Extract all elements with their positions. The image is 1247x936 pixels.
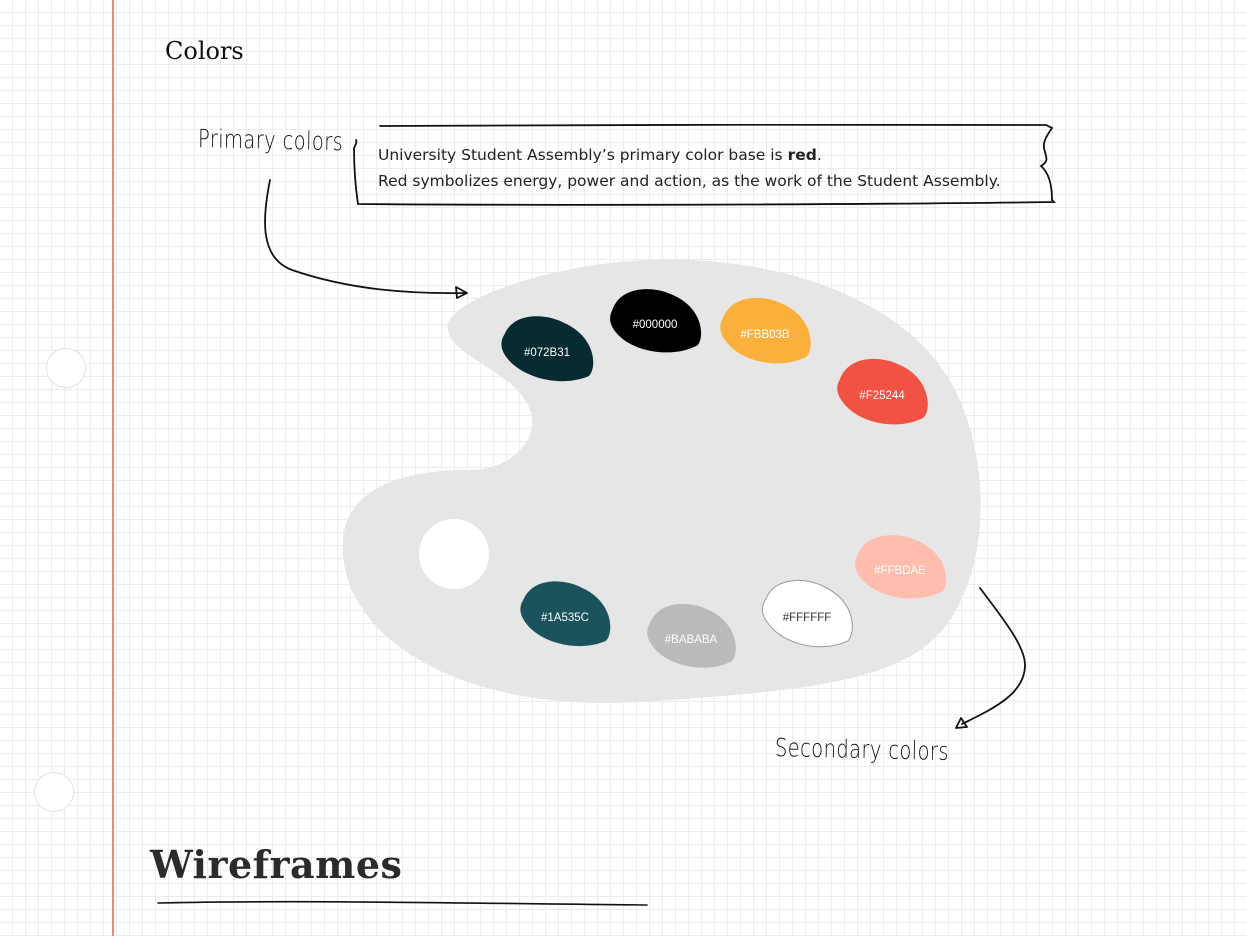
binder-hole xyxy=(46,348,86,388)
wireframes-underline xyxy=(157,900,648,906)
note-text: University Student Assembly’s primary co… xyxy=(378,142,1001,194)
swatch-blob xyxy=(610,289,702,353)
swatch-hex-label: #FFFFFF xyxy=(783,612,832,624)
swatch-blob xyxy=(647,603,736,668)
note-line-2: Red symbolizes energy, power and action,… xyxy=(378,172,1001,190)
palette-thumb-hole xyxy=(419,519,489,589)
secondary-colors-label: Secondary colors xyxy=(774,733,950,766)
swatch-hex-label: #072B31 xyxy=(524,347,570,359)
primary-arrowhead-icon xyxy=(455,286,468,299)
swatch-hex-label: #000000 xyxy=(633,319,678,331)
notebook-margin-line xyxy=(112,0,114,936)
color-swatch xyxy=(647,603,736,668)
secondary-arrow xyxy=(961,587,1026,725)
swatch-blob xyxy=(720,297,811,364)
binder-hole xyxy=(34,772,74,812)
note-line-1: University Student Assembly’s primary co… xyxy=(378,142,1001,168)
swatch-blob xyxy=(501,316,594,382)
note-line-1-text: University Student Assembly’s primary co… xyxy=(378,146,788,164)
swatch-blob xyxy=(520,581,611,647)
color-swatch xyxy=(761,579,853,648)
swatch-hex-label: #1A535C xyxy=(541,612,589,624)
color-swatch xyxy=(610,289,702,353)
swatch-hex-label: #F25244 xyxy=(859,390,905,402)
primary-arrow xyxy=(264,179,467,295)
note-box-frame xyxy=(353,124,1057,206)
swatch-blob xyxy=(855,535,947,599)
swatch-hex-label: #FBB03B xyxy=(740,329,790,341)
note-highlight: red xyxy=(787,146,817,164)
secondary-arrowhead-icon xyxy=(955,717,968,729)
color-swatch xyxy=(520,581,611,647)
swatch-blob xyxy=(837,358,928,425)
swatch-blob xyxy=(761,579,853,648)
note-line-1-end: . xyxy=(816,146,822,164)
color-swatch xyxy=(501,316,594,382)
swatch-hex-label: #FFBDAE xyxy=(874,565,926,577)
color-swatch xyxy=(837,358,928,425)
swatch-group: #072B31 #000000 #FBB03B #F25244 #1A535C #BABA… xyxy=(501,289,947,668)
color-swatch xyxy=(855,535,947,599)
wireframes-heading: Wireframes xyxy=(150,842,403,887)
swatch-hex-label: #BABABA xyxy=(665,634,718,646)
section-title: Colors xyxy=(165,37,244,65)
color-swatch xyxy=(720,297,811,364)
